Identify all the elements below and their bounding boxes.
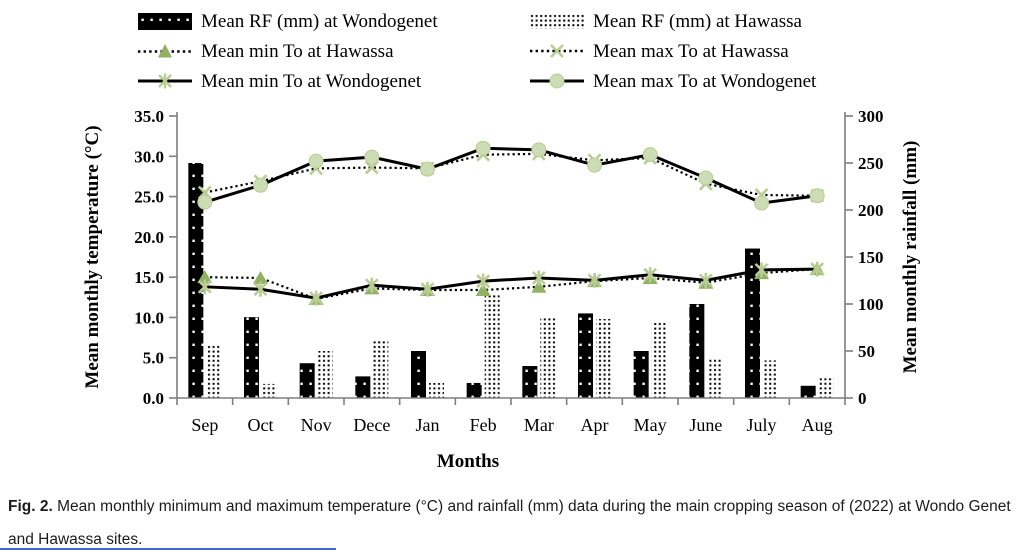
bar-hawassa-May: [651, 320, 667, 398]
marker-circle-May: [642, 147, 658, 163]
bar-hawassa-June: [707, 358, 723, 398]
divider-line: [0, 548, 336, 550]
marker-circle-Mar: [531, 142, 547, 158]
bar-hawassa-Nov: [317, 351, 333, 398]
bar-wondogenet-Aug: [800, 385, 816, 398]
marker-circle-Aug: [809, 188, 825, 204]
bar-wondogenet-July: [745, 248, 760, 398]
rf-wondogenet-swatch-icon: [138, 12, 192, 30]
legend-item-rf-hawassa: Mean RF (mm) at Hawassa: [530, 12, 910, 31]
month-label-June: June: [689, 415, 722, 435]
right-tick-label: 200: [858, 201, 884, 220]
left-tick-label: 0.0: [143, 389, 164, 408]
marker-circle-Nov: [308, 153, 324, 169]
month-label-Oct: Oct: [248, 415, 274, 435]
bar-hawassa-Mar: [540, 318, 556, 398]
caption-text: Mean monthly minimum and maximum tempera…: [8, 498, 1011, 549]
bar-hawassa-Feb: [484, 293, 500, 398]
legend-label: Mean min To at Wondogenet: [201, 70, 422, 92]
rf-hawassa-swatch-icon: [530, 13, 584, 29]
marker-circle-July: [754, 195, 769, 211]
line-circle: [204, 146, 818, 205]
line-asterisk: [204, 267, 818, 300]
left-tick-label: 35.0: [134, 107, 164, 126]
month-label-July: July: [746, 415, 776, 435]
bar-hawassa-Apr: [596, 319, 611, 398]
right-tick-label: 300: [858, 107, 884, 126]
left-tick-label: 15.0: [134, 268, 164, 287]
left-tick-label: 5.0: [143, 349, 164, 368]
dotted-line-triangle-marker-icon: [138, 44, 192, 58]
right-tick-label: 150: [858, 248, 884, 267]
chart-legend: Mean RF (mm) at Wondogenet Mean RF (mm) …: [138, 6, 918, 96]
month-label-Mar: Mar: [524, 415, 554, 435]
left-tick-label: 20.0: [134, 228, 164, 247]
right-tick-label: 250: [858, 154, 884, 173]
marker-x-Dece: [364, 160, 379, 175]
legend-item-rf-wondogenet: Mean RF (mm) at Wondogenet: [138, 12, 530, 31]
line-x: [204, 152, 818, 197]
figure-label: Fig. 2.: [8, 498, 53, 515]
bar-wondogenet-Mar: [522, 366, 538, 398]
marker-circle-Oct: [253, 177, 268, 193]
bar-wondogenet-Jan: [411, 351, 426, 398]
marker-circle-Dece: [364, 149, 380, 165]
marker-triangle-Feb: [475, 283, 491, 297]
bar-hawassa-July: [763, 360, 778, 398]
bar-hawassa-Aug: [818, 378, 834, 398]
bar-wondogenet-Oct: [244, 317, 259, 398]
month-label-Apr: Apr: [581, 415, 609, 435]
right-tick-label: 50: [858, 342, 875, 361]
legend-item-max-hawassa: Mean max To at Hawassa: [530, 42, 910, 61]
marker-circle-Jan: [420, 161, 435, 177]
solid-line-asterisk-marker-icon: [138, 73, 192, 89]
bar-hawassa-Jan: [429, 382, 444, 398]
marker-circle-June: [698, 170, 714, 186]
legend-label: Mean RF (mm) at Hawassa: [593, 10, 802, 32]
bar-wondogenet-Apr: [578, 313, 593, 398]
bar-wondogenet-Dece: [355, 376, 371, 398]
bar-hawassa-Oct: [262, 383, 277, 398]
marker-triangle-Mar: [531, 279, 547, 293]
marker-circle-Sep: [197, 194, 213, 210]
legend-item-min-hawassa: Mean min To at Hawassa: [138, 42, 530, 61]
marker-triangle-Sep: [197, 270, 213, 284]
right-tick-label: 100: [858, 295, 884, 314]
bar-wondogenet-Feb: [466, 382, 482, 398]
solid-line-circle-marker-icon: [530, 73, 584, 89]
month-label-Feb: Feb: [470, 415, 497, 435]
legend-label: Mean RF (mm) at Wondogenet: [201, 10, 438, 32]
month-label-Aug: Aug: [802, 415, 833, 435]
marker-circle-Feb: [475, 140, 491, 156]
month-label-May: May: [634, 415, 667, 435]
x-axis-title: Months: [437, 451, 499, 472]
bar-wondogenet-May: [633, 351, 649, 398]
legend-label: Mean max To at Wondogenet: [593, 70, 817, 92]
right-axis-title: Mean monthly rainfall (mm): [900, 141, 921, 374]
dotted-line-x-marker-icon: [530, 44, 584, 58]
legend-label: Mean max To at Hawassa: [593, 40, 789, 62]
bar-wondogenet-Nov: [299, 363, 315, 398]
left-tick-label: 30.0: [134, 147, 164, 166]
legend-item-max-wondogenet: Mean max To at Wondogenet: [530, 72, 910, 91]
left-tick-label: 10.0: [134, 308, 164, 327]
month-label-Jan: Jan: [416, 415, 440, 435]
left-axis-title: Mean monthly temperature (°C): [82, 125, 103, 388]
bar-wondogenet-Sep: [188, 163, 204, 398]
month-label-Nov: Nov: [301, 415, 332, 435]
legend-label: Mean min To at Hawassa: [201, 40, 394, 62]
bar-hawassa-Sep: [206, 344, 222, 398]
combo-chart: 0.0 5.0 10.0 15.0 20.0 25.0 30.0 35.0 0 50 100 150 2…: [82, 107, 921, 472]
marker-circle-Apr: [587, 157, 602, 173]
figure-caption: Fig. 2. Mean monthly minimum and maximum…: [8, 490, 1018, 552]
month-label-Dece: Dece: [353, 415, 390, 435]
bar-wondogenet-June: [689, 304, 705, 398]
month-label-Sep: Sep: [191, 415, 218, 435]
right-tick-label: 0: [858, 389, 867, 408]
bar-hawassa-Dece: [373, 340, 389, 398]
left-tick-label: 25.0: [134, 188, 164, 207]
marker-triangle-Oct: [253, 270, 268, 284]
legend-item-min-wondogenet: Mean min To at Wondogenet: [138, 72, 530, 91]
